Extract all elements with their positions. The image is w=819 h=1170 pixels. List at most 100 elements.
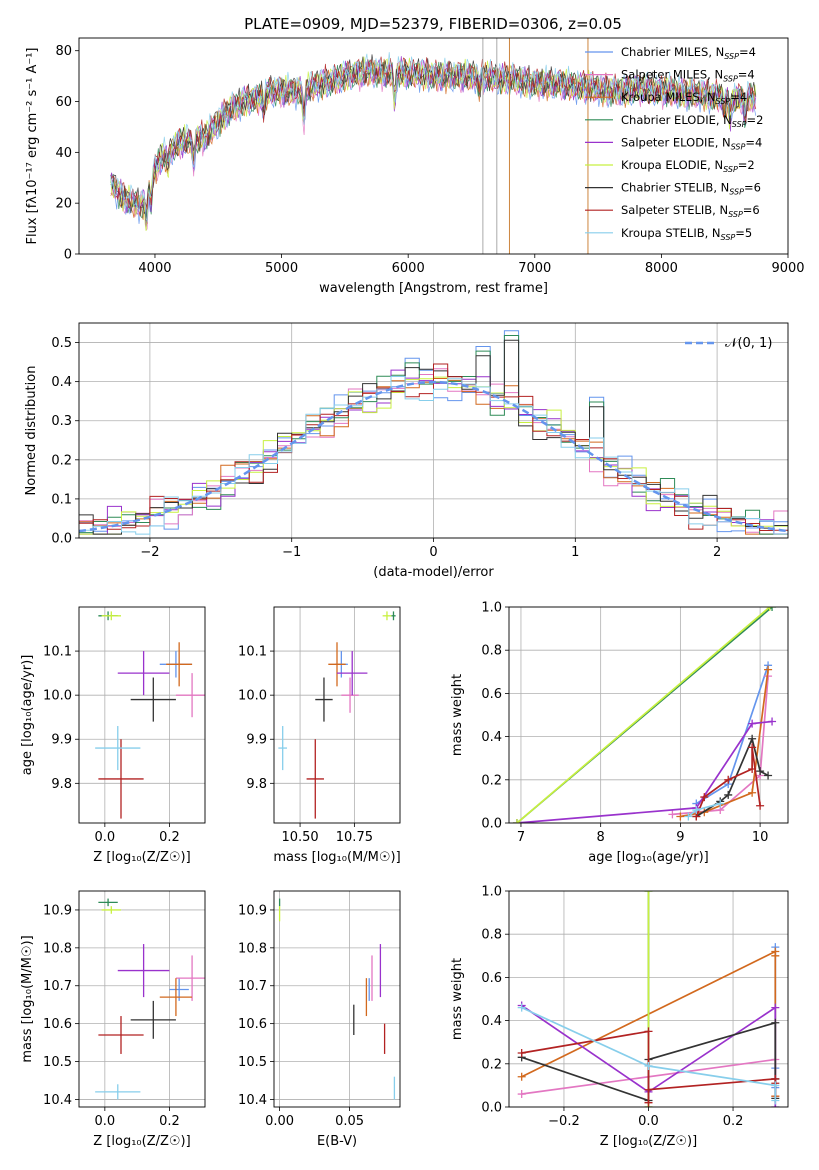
mass-weight-marker — [768, 607, 777, 611]
x-tick-label: −1 — [282, 545, 301, 560]
y-tick-label: 60 — [55, 95, 72, 110]
y-tick-label: 0.0 — [481, 817, 502, 832]
legend-label-sub: SSP — [728, 210, 743, 219]
axes: 10.50 10.75 9.8 9.9 10.0 10.1 mass [log₁₀(M/M☉… — [238, 606, 401, 865]
mass-weight-marker — [771, 1096, 780, 1105]
legend-label-main: Kroupa ELODIE, N — [621, 158, 723, 172]
legend-label-sub: SSP — [729, 188, 744, 197]
mass-weight-marker — [644, 1098, 653, 1107]
axes-frame — [273, 606, 401, 824]
y-tick-label: 10.7 — [43, 979, 72, 994]
legend-label-sub: SSP — [721, 233, 736, 242]
legend-label-sub: SSP — [731, 142, 746, 151]
mass-weight-marker — [771, 1018, 780, 1027]
legend-label: Salpeter ELODIE, NSSP=4 — [621, 135, 762, 151]
mass-weight-line — [695, 747, 761, 817]
y-tick-label: 0.8 — [481, 928, 502, 943]
x-tick-label: 8 — [597, 830, 605, 845]
y-tick-label: 0.0 — [481, 1101, 502, 1116]
axes: 0.00 0.05 10.4 10.5 10.6 10.7 10.8 10.9 E(B-V) — [238, 890, 401, 1149]
axes: 4000 5000 6000 7000 8000 9000 0 20 40 60 80 wavelen… — [25, 37, 805, 296]
mass-weight-marker — [748, 743, 757, 752]
y-tick-label: 0 — [64, 248, 72, 263]
legend-label-sub: SSP — [724, 52, 739, 61]
legend-label-sub: SSP — [732, 120, 747, 129]
mass-weight-marker — [748, 719, 757, 728]
y-tick-label: 10.8 — [43, 941, 72, 956]
axes-frame — [273, 890, 401, 1108]
grid — [79, 607, 205, 823]
axes-frame — [78, 322, 789, 539]
x-tick-label: 0.0 — [638, 1114, 659, 1129]
mass-weight-marker — [771, 1003, 780, 1012]
y-tick-label: 80 — [55, 44, 72, 59]
y-tick-label: 9.9 — [51, 733, 72, 748]
x-tick-label: −0.2 — [548, 1114, 580, 1129]
x-tick-label: 7000 — [518, 261, 551, 276]
mass-weight-marker — [512, 819, 521, 823]
mass-weight-marker — [748, 734, 757, 743]
legend-label-main: Salpeter MILES, N — [621, 68, 723, 82]
y-axis-label: Normed distribution — [24, 366, 39, 496]
grid — [274, 607, 400, 823]
x-axis-label: Z [log₁₀(Z/Z☉)] — [93, 850, 190, 865]
x-tick-label: 0.0 — [95, 830, 116, 845]
x-tick-label: 1 — [571, 545, 579, 560]
mass-weight-marker — [764, 771, 773, 780]
x-axis-label: mass [log₁₀(M/M☉)] — [273, 850, 400, 865]
y-tick-label: 10.5 — [238, 1055, 267, 1070]
legend-label: Salpeter STELIB, NSSP=6 — [621, 203, 760, 219]
x-tick-label: 6000 — [392, 261, 425, 276]
legend-label-tail: =4 — [730, 90, 747, 104]
mass-weight-marker — [756, 767, 765, 776]
x-tick-label: 7 — [517, 830, 525, 845]
x-tick-label: 0.00 — [265, 1114, 294, 1129]
grid — [79, 891, 205, 1107]
x-axis-label: wavelength [Angstrom, rest frame] — [319, 281, 548, 296]
figure-title: PLATE=0909, MJD=52379, FIBERID=0306, z=0… — [244, 15, 622, 33]
legend-label-sub: SSP — [723, 75, 738, 84]
plot-area — [95, 611, 205, 819]
mass-weight-marker — [644, 1061, 653, 1070]
y-tick-label: 9.8 — [246, 777, 267, 792]
mass-weight-marker — [768, 717, 777, 726]
y-tick-label: 10.9 — [43, 903, 72, 918]
mass-weight-marker — [668, 810, 677, 819]
y-tick-label: 10.1 — [238, 645, 267, 660]
y-tick-label: 10.4 — [238, 1093, 267, 1108]
y-tick-label: 9.9 — [246, 733, 267, 748]
x-tick-label: 10.50 — [281, 830, 318, 845]
y-tick-label: 0.2 — [481, 773, 502, 788]
histogram-step — [79, 376, 788, 535]
mass-weight-marker — [716, 799, 725, 808]
axes: 7 8 9 10 0.0 0.2 0.4 0.6 0.8 1.0 age [log₁₀(age/yr… — [450, 601, 789, 865]
axes: −2 −1 0 1 2 0.0 0.1 0.2 0.3 0.4 0.5 (data-model)/er… — [24, 322, 789, 580]
grid — [274, 891, 400, 1107]
x-tick-label: 5000 — [265, 261, 298, 276]
x-axis-label: age [log₁₀(age/yr)] — [588, 850, 709, 865]
legend-label-tail: =4 — [738, 68, 755, 82]
legend-label-main: Chabrier MILES, N — [621, 45, 724, 59]
mass-weight-marker — [764, 665, 773, 674]
y-tick-label: 0.0 — [51, 532, 72, 547]
plot-area — [95, 898, 205, 1100]
y-tick-label: 0.2 — [481, 1057, 502, 1072]
axes: 0.0 0.2 10.4 10.5 10.6 10.7 10.8 10.9 Z [log₁₀(Z… — [20, 890, 206, 1149]
mass-weight-marker — [765, 607, 774, 611]
y-axis-label: age [log₁₀(age/yr)] — [20, 655, 35, 776]
legend-label-main: Kroupa STELIB, N — [621, 226, 721, 240]
legend-label-main: Kroupa MILES, N — [621, 90, 716, 104]
panel-age-vs-mass: 10.50 10.75 9.8 9.9 10.0 10.1 mass [log₁₀(M/M☉… — [238, 606, 401, 865]
y-tick-label: 10.0 — [238, 689, 267, 704]
legend-label: Chabrier ELODIE, NSSP=2 — [621, 113, 763, 129]
y-tick-label: 0.8 — [481, 644, 502, 659]
mass-weight-marker — [724, 790, 733, 799]
legend-label-tail: =6 — [743, 203, 760, 217]
y-tick-label: 40 — [55, 146, 72, 161]
histogram-step — [79, 376, 788, 535]
y-tick-label: 10.9 — [238, 903, 267, 918]
x-tick-label: 0.2 — [159, 830, 180, 845]
y-axis-label: mass weight — [450, 958, 465, 1040]
panel-residuals: −2 −1 0 1 2 0.0 0.1 0.2 0.3 0.4 0.5 (data-model)/er… — [24, 322, 789, 580]
mass-weight-marker — [517, 1049, 526, 1057]
